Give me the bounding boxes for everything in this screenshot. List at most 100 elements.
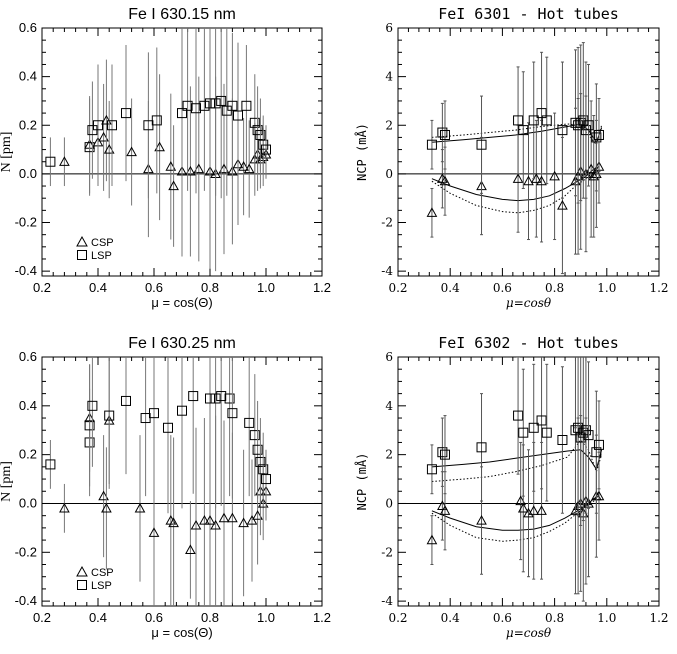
data-point-triangle: [517, 502, 529, 513]
data-point-triangle: [523, 507, 534, 518]
data-point-square: [476, 139, 487, 150]
chart-title: Fe I 630.15 nm: [128, 6, 236, 23]
data-point-triangle: [238, 517, 249, 528]
model-curve-solid: [431, 166, 600, 202]
chart-panel-4: 0.2 0.4 0.6 0.8 1.0 1.2 -4 -2 0 2 4 6 FeI 6302 - Hot…: [354, 334, 669, 640]
x-axis-label: μ = cos(Θ): [151, 625, 212, 640]
data-point-triangle: [246, 515, 258, 525]
data-point-triangle: [557, 199, 568, 210]
legend-marker-square: [77, 250, 87, 260]
y-tick-label: 4: [385, 399, 393, 413]
y-tick-label: -0.4: [15, 593, 37, 608]
data-point-triangle: [193, 163, 205, 174]
data-point-square: [255, 456, 266, 467]
x-tick-label: 0.2: [388, 611, 407, 625]
y-tick-label: 0.4: [19, 398, 37, 413]
data-point-triangle: [134, 502, 146, 513]
data-point-triangle: [59, 156, 70, 166]
x-axis-label: μ = cos(Θ): [151, 295, 212, 310]
x-tick-label: 0.4: [89, 610, 107, 625]
data-point-square: [227, 408, 238, 419]
x-tick-label: 0.2: [33, 280, 51, 295]
data-point-square: [224, 393, 235, 404]
x-tick-label: 1.2: [313, 280, 331, 295]
data-point-square: [177, 405, 187, 416]
data-point-square: [45, 459, 56, 470]
y-tick-label: -0.2: [15, 215, 37, 230]
data-point-square: [182, 100, 193, 111]
data-point-square: [593, 129, 604, 140]
data-point-triangle: [252, 510, 263, 520]
data-point-triangle: [528, 505, 540, 515]
x-tick-label: 1.0: [597, 611, 616, 625]
data-point-triangle: [426, 534, 438, 545]
x-tick-label: 0.8: [545, 611, 564, 625]
data-point-square: [583, 120, 594, 131]
y-tick-label: 0: [385, 496, 393, 510]
data-point-square: [261, 474, 271, 485]
data-point-square: [570, 117, 581, 128]
y-tick-label: 0.6: [19, 349, 37, 364]
y-tick-label: -4: [381, 264, 393, 278]
data-point-square: [191, 103, 201, 114]
chart-panel-3: 0.2 0.4 0.6 0.8 1.0 1.2 -0.4 -0.2 0.0 0.2 0.4 0.6 Fe…: [0, 335, 331, 640]
data-point-square: [591, 132, 602, 143]
data-point-square: [518, 427, 529, 438]
data-point-triangle: [243, 163, 255, 174]
x-tick-label: 0.4: [441, 611, 460, 625]
data-point-square: [541, 427, 552, 438]
data-point-square: [205, 393, 215, 404]
legend-label: LSP: [91, 580, 112, 592]
data-point-square: [593, 439, 604, 450]
data-point-triangle: [204, 515, 216, 525]
data-point-square: [151, 115, 162, 126]
data-point-square: [210, 98, 221, 109]
data-point-triangle: [439, 505, 451, 515]
data-point-square: [233, 110, 243, 121]
data-layer: [426, 357, 605, 602]
data-point-square: [121, 108, 131, 119]
x-axis-label: μ=cosθ: [506, 626, 552, 640]
x-tick-label: 0.6: [493, 281, 512, 295]
y-tick-label: 0.0: [19, 495, 37, 510]
y-tick-label: 0: [385, 167, 393, 181]
legend-marker-triangle: [76, 235, 88, 247]
data-point-triangle: [549, 170, 560, 181]
x-tick-label: 0.8: [545, 281, 564, 295]
data-point-triangle: [536, 175, 547, 186]
model-curve-dotted: [431, 439, 603, 482]
legend-label: CSP: [91, 237, 114, 249]
data-point-triangle: [426, 207, 438, 217]
data-point-triangle: [98, 490, 109, 501]
x-tick-label: 1.2: [649, 611, 668, 625]
data-point-square: [258, 464, 269, 475]
data-point-square: [244, 417, 255, 428]
y-tick-label: -2: [381, 216, 393, 230]
data-point-triangle: [536, 505, 547, 515]
data-point-square: [583, 430, 594, 441]
chart-title: Fe I 630.25 nm: [128, 335, 236, 352]
data-point-square: [518, 125, 529, 136]
x-tick-label: 1.0: [597, 281, 616, 295]
legend-marker-square: [77, 580, 87, 590]
y-tick-label: 0.0: [19, 166, 37, 181]
chart-panel-2: 0.2 0.4 0.6 0.8 1.0 1.2 -4 -2 0 2 4 6 FeI 6301 - Hot…: [354, 5, 669, 310]
data-point-square: [261, 144, 271, 155]
data-point-triangle: [168, 517, 179, 528]
data-point-triangle: [512, 173, 524, 183]
data-point-square: [426, 139, 437, 150]
plot-frame: [397, 356, 660, 607]
y-tick-label: 6: [385, 21, 393, 35]
data-point-triangle: [101, 502, 112, 513]
y-axis-label: N [pm]: [0, 132, 14, 173]
data-point-square: [439, 449, 450, 460]
data-point-square: [249, 117, 260, 128]
data-point-square: [426, 464, 437, 475]
data-point-triangle: [126, 146, 137, 157]
chart-title: FeI 6301 - Hot tubes: [438, 5, 619, 23]
x-tick-label: 0.6: [493, 611, 512, 625]
data-point-triangle: [59, 502, 70, 513]
data-point-triangle: [190, 519, 202, 530]
data-point-square: [87, 400, 98, 411]
data-point-square: [575, 117, 586, 128]
